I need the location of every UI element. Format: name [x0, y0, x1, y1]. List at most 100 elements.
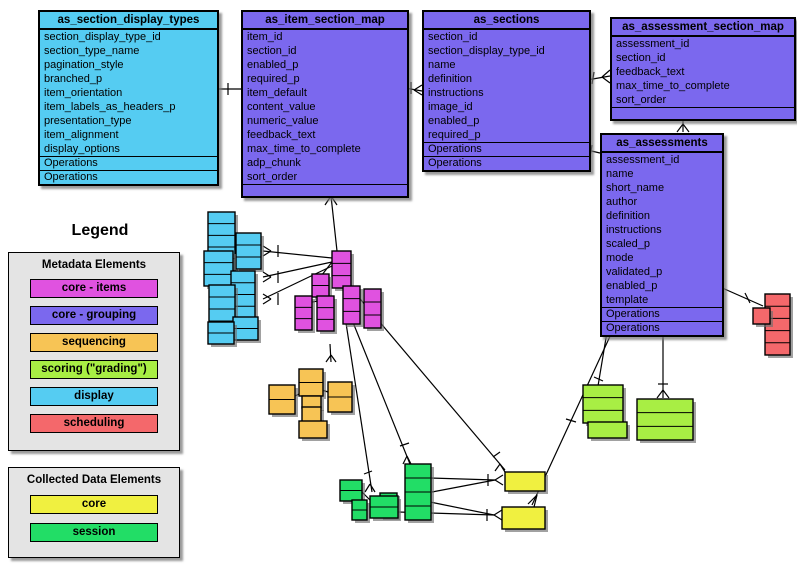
erd-field: required_p [247, 73, 300, 85]
relationship-line [262, 265, 333, 300]
erd-field: pagination_style [44, 59, 124, 71]
core-item-entities-box [363, 288, 382, 329]
erd-field: max_time_to_complete [247, 143, 361, 155]
relationship-line [325, 354, 332, 363]
erd-field: assessment_id [606, 154, 680, 166]
relationship-line [493, 509, 503, 516]
legend-item-scheduling: scheduling [30, 414, 158, 433]
relationship-line [662, 389, 670, 399]
erd-field: numeric_value [247, 115, 319, 127]
relationship-line [364, 483, 371, 493]
erd-field: branched_p [44, 73, 103, 85]
erd-table-title: as_sections [424, 12, 589, 30]
core-item-entities-box [294, 295, 313, 331]
erd-table-title: as_item_section_map [243, 12, 407, 30]
display-entities-box [235, 232, 262, 270]
relationship-line [591, 71, 595, 85]
erd-operations-row: Operations [40, 170, 217, 184]
relationship-line [262, 298, 272, 305]
relationship-line [262, 250, 272, 257]
erd-field: adp_chunk [247, 157, 301, 169]
erd-field: section_id [616, 52, 666, 64]
relationship-line [682, 123, 690, 133]
relationship-line [399, 442, 410, 447]
relationship-line [343, 309, 373, 493]
sequencing-entities-box [298, 420, 328, 439]
erd-blank-row [612, 107, 794, 119]
erd-field: instructions [428, 87, 484, 99]
core-item-entities-box [316, 295, 335, 332]
relationship-line [499, 463, 506, 473]
erd-blank-row [243, 184, 407, 196]
legend-title: Legend [71, 222, 129, 239]
relationship-line [330, 354, 337, 363]
relationship-line [744, 292, 751, 304]
erd-table-title: as_assessment_section_map [612, 19, 794, 37]
relationship-line [429, 501, 495, 516]
erd-field: section_id [247, 45, 297, 57]
erd-field: display_options [44, 143, 120, 155]
core-data-entities-box [504, 471, 546, 492]
collected-legend-title: Collected Data Elements [26, 474, 162, 486]
erd-field: enabled_p [428, 115, 480, 127]
relationship-line [262, 276, 272, 283]
erd-field: sort_order [616, 94, 667, 106]
erd-table-as_item_section_map: as_item_section_map item_id section_id enab… [241, 10, 409, 198]
erd-table-title: as_assessments [602, 135, 722, 153]
erd-field: feedback_text [247, 129, 316, 141]
scoring-entities-box [636, 398, 694, 441]
relationship-line [345, 304, 411, 465]
relationship-line [601, 69, 611, 78]
relationship-line [493, 514, 503, 521]
erd-table-as_sections: as_sections section_id section_display_typ… [422, 10, 591, 172]
erd-field: name [428, 59, 456, 71]
erd-field: feedback_text [616, 66, 685, 78]
relationship-line [494, 463, 501, 472]
relationship-line [533, 494, 538, 508]
scheduling-entities-box [752, 307, 771, 325]
erd-field: short_name [606, 182, 665, 194]
relationship-line [262, 271, 272, 278]
erd-field: enabled_p [606, 280, 658, 292]
relationship-line [406, 455, 412, 465]
erd-field: presentation_type [44, 115, 132, 127]
core-item-entities-box [331, 250, 352, 289]
relationship-line [601, 76, 611, 84]
legend-item-core: core [30, 495, 158, 514]
relationship-line [329, 343, 332, 363]
legend-item-display: display [30, 387, 158, 406]
erd-operations-row: Operations [424, 142, 589, 156]
collected-legend-box: Collected Data Elements core session [8, 467, 180, 558]
display-entities-box [203, 250, 234, 287]
legend-item-session: session [30, 523, 158, 542]
erd-field: item_default [247, 87, 307, 99]
erd-field: section_display_type_id [428, 45, 545, 57]
relationship-line [719, 286, 764, 307]
relationship-line [656, 389, 664, 399]
erd-field: instructions [606, 224, 662, 236]
erd-field: name [606, 168, 634, 180]
erd-field: item_orientation [44, 87, 123, 99]
legend-item-sequencing: sequencing [30, 333, 158, 352]
erd-field: definition [428, 73, 473, 85]
erd-field: content_value [247, 101, 316, 113]
erd-field: sort_order [247, 171, 298, 183]
legend-item-core_grouping: core - grouping [30, 306, 158, 325]
relationship-line [593, 376, 604, 382]
relationship-line [363, 470, 373, 475]
erd-field: enabled_p [247, 59, 299, 71]
relationship-line [402, 455, 408, 465]
legend-item-scoring: scoring ("grading") [30, 360, 158, 379]
relationship-line [262, 261, 333, 278]
erd-field: author [606, 196, 638, 208]
relationship-line [492, 451, 501, 458]
sequencing-entities-box [301, 406, 322, 423]
erd-field: validated_p [606, 266, 663, 278]
legend-item-core_items: core - items [30, 279, 158, 298]
core-item-entities-box [342, 285, 361, 325]
sequencing-entities-box [301, 395, 322, 409]
scoring-entities-box [587, 421, 628, 439]
relationship-line [565, 418, 577, 423]
erd-field: item_alignment [44, 129, 119, 141]
